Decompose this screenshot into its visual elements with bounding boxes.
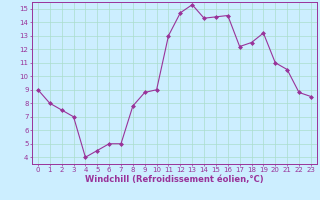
X-axis label: Windchill (Refroidissement éolien,°C): Windchill (Refroidissement éolien,°C)	[85, 175, 264, 184]
